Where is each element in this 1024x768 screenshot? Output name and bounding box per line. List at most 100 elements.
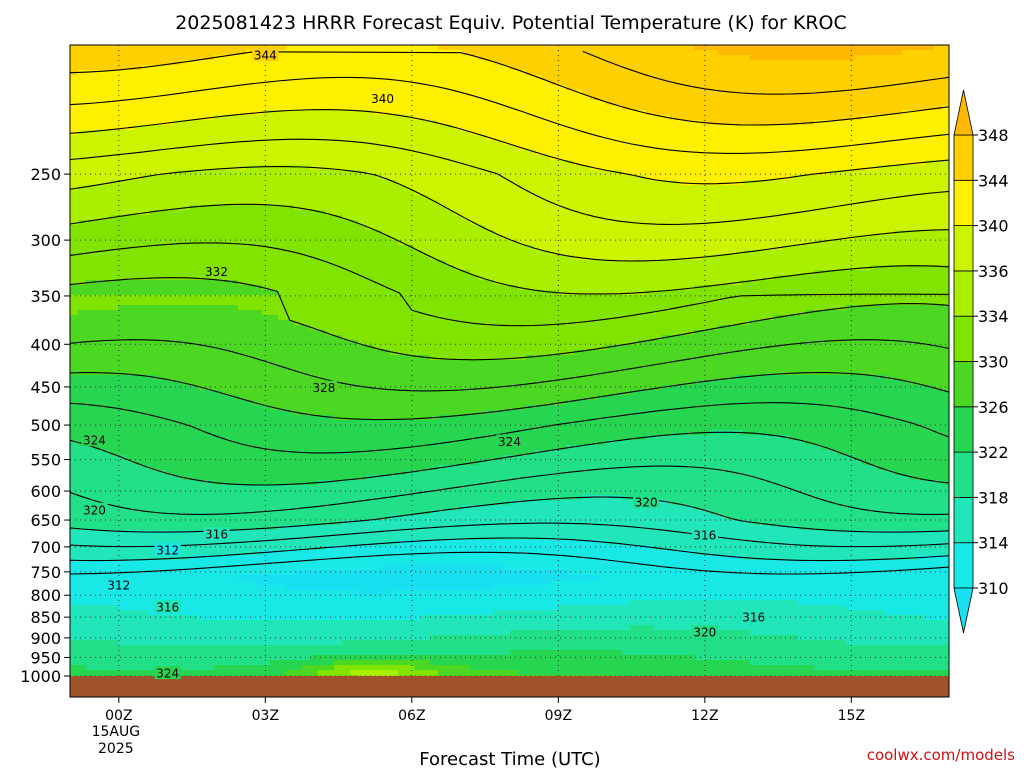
contour-fill-cell (678, 250, 687, 256)
contour-fill-cell (926, 125, 935, 131)
contour-fill-cell (822, 265, 831, 271)
contour-fill-cell (110, 150, 119, 156)
contour-fill-cell (86, 80, 95, 86)
contour-fill-cell (262, 135, 271, 141)
contour-fill-cell (782, 245, 791, 251)
contour-fill-cell (486, 215, 495, 221)
contour-fill-cell (422, 190, 431, 196)
contour-fill-cell (894, 120, 903, 126)
contour-fill-cell (886, 100, 895, 106)
contour-fill-cell (118, 100, 127, 106)
contour-fill-cell (310, 80, 319, 86)
contour-fill-cell (566, 60, 575, 66)
contour-fill-cell (830, 90, 839, 96)
contour-fill-cell (910, 75, 919, 81)
contour-fill-cell (502, 45, 511, 51)
contour-fill-cell (878, 180, 887, 186)
contour-fill-cell (726, 85, 735, 91)
contour-fill-cell (190, 235, 199, 241)
contour-fill-cell (662, 170, 671, 176)
contour-fill-cell (222, 180, 231, 186)
contour-fill-cell (438, 195, 447, 201)
contour-fill-cell (294, 100, 303, 106)
contour-fill-cell (126, 255, 135, 261)
contour-fill-cell (638, 170, 647, 176)
contour-fill-cell (270, 85, 279, 91)
contour-fill-cell (374, 195, 383, 201)
contour-fill-cell (206, 60, 215, 66)
contour-fill-cell (78, 105, 87, 111)
contour-fill-cell (190, 200, 199, 206)
contour-fill-cell (422, 105, 431, 111)
contour-fill-cell (862, 130, 871, 136)
contour-fill-cell (118, 150, 127, 156)
contour-fill-cell (350, 245, 359, 251)
contour-fill-cell (374, 65, 383, 71)
contour-fill-cell (822, 80, 831, 86)
contour-fill-cell (734, 205, 743, 211)
contour-fill-cell (94, 230, 103, 236)
contour-fill-cell (630, 265, 639, 271)
contour-fill-cell (150, 75, 159, 81)
contour-fill-cell (286, 160, 295, 166)
contour-fill-cell (198, 125, 207, 131)
contour-fill-cell (590, 175, 599, 181)
contour-fill-cell (374, 85, 383, 91)
contour-fill-cell (542, 155, 551, 161)
contour-fill-cell (678, 160, 687, 166)
contour-fill-cell (182, 210, 191, 216)
contour-fill-cell (438, 55, 447, 61)
contour-fill-cell (598, 155, 607, 161)
contour-fill-cell (246, 190, 255, 196)
contour-fill-cell (390, 220, 399, 226)
contour-fill-cell (470, 120, 479, 126)
contour-fill-cell (894, 55, 903, 61)
contour-fill-cell (614, 70, 623, 76)
contour-fill-cell (630, 260, 639, 266)
contour-fill-cell (318, 110, 327, 116)
contour-fill-cell (678, 115, 687, 121)
contour-fill-cell (814, 60, 823, 66)
contour-fill-cell (630, 240, 639, 246)
contour-fill-cell (686, 200, 695, 206)
contour-fill-cell (934, 230, 943, 236)
contour-fill-cell (94, 140, 103, 146)
contour-fill-cell (734, 160, 743, 166)
contour-fill-cell (310, 70, 319, 76)
contour-fill-cell (862, 140, 871, 146)
contour-fill-cell (742, 50, 751, 56)
contour-fill-cell (358, 90, 367, 96)
contour-fill-cell (342, 150, 351, 156)
contour-fill-cell (446, 175, 455, 181)
contour-fill-cell (102, 270, 111, 276)
contour-fill-cell (462, 265, 471, 271)
contour-fill-cell (198, 140, 207, 146)
contour-fill-cell (94, 215, 103, 221)
contour-fill-cell (158, 220, 167, 226)
contour-fill-cell (246, 65, 255, 71)
contour-fill-cell (726, 185, 735, 191)
contour-fill-cell (206, 215, 215, 221)
contour-fill-cell (462, 60, 471, 66)
contour-fill-cell (390, 175, 399, 181)
contour-fill-cell (462, 140, 471, 146)
contour-fill-cell (726, 225, 735, 231)
contour-fill-cell (78, 265, 87, 271)
contour-fill-cell (590, 160, 599, 166)
contour-fill-cell (70, 170, 79, 176)
contour-fill-cell (462, 95, 471, 101)
contour-fill-cell (422, 205, 431, 211)
contour-fill-cell (838, 90, 847, 96)
contour-fill-cell (830, 230, 839, 236)
contour-fill-cell (518, 195, 527, 201)
contour-fill-cell (286, 140, 295, 146)
contour-fill-cell (630, 45, 639, 51)
contour-fill-cell (310, 270, 319, 276)
contour-fill-cell (110, 250, 119, 256)
contour-fill-cell (414, 180, 423, 186)
contour-fill-cell (630, 60, 639, 66)
contour-fill-cell (758, 240, 767, 246)
contour-fill-cell (462, 55, 471, 61)
contour-fill-cell (102, 120, 111, 126)
